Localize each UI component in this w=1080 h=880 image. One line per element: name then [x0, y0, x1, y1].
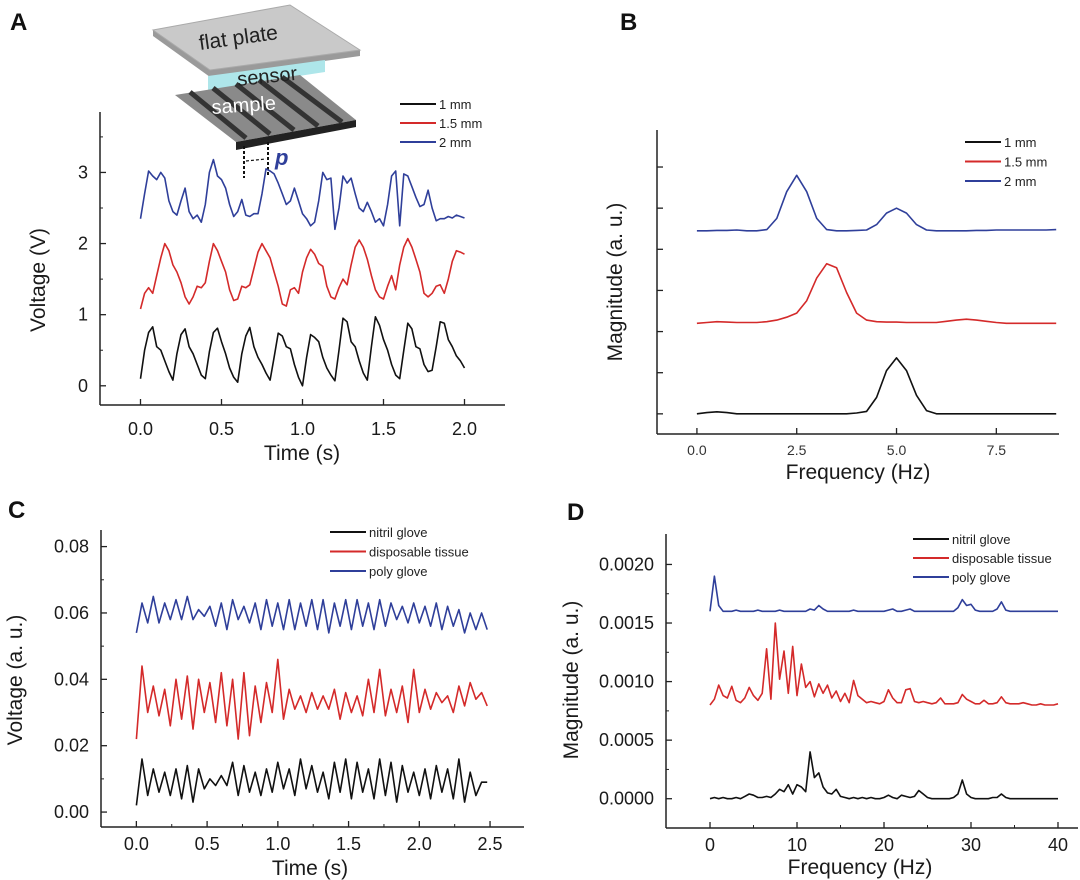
legend-label: 1.5 mm [1004, 155, 1047, 170]
x-tick-label: 20 [874, 835, 894, 855]
panel-letter: D [567, 499, 584, 526]
y-tick-label: 0.06 [54, 603, 89, 623]
series-line-poly-glove [709, 575, 1058, 613]
x-tick-label: 0.0 [124, 834, 149, 854]
legend-label: 2 mm [439, 135, 472, 150]
y-tick-label: 0.0005 [599, 730, 654, 750]
pitch-label: p [274, 145, 288, 170]
x-tick-label: 30 [961, 835, 981, 855]
x-axis-title: Time (s) [272, 857, 348, 880]
x-tick-label: 1.5 [336, 834, 361, 854]
y-axis-title: Magnitude (a. u.) [560, 601, 583, 760]
y-axis-title: Voltage (a. u.) [4, 615, 27, 746]
setup-illustration: flat plate sensor sample p [151, 4, 362, 178]
flat-plate-edge [153, 30, 360, 77]
legend-label: poly glove [369, 564, 428, 579]
y-tick-label: 2 [78, 234, 88, 254]
legend-label: 2 mm [1004, 174, 1037, 189]
y-tick-label: 0.08 [54, 537, 89, 557]
legend-label: disposable tissue [952, 551, 1052, 566]
x-tick-label: 2.5 [787, 442, 807, 458]
x-tick-label: 0 [705, 835, 715, 855]
panel-letter: C [8, 497, 25, 524]
y-tick-label: 0.00 [54, 802, 89, 822]
y-tick-label: 0.0015 [599, 613, 654, 633]
y-tick-label: 1 [78, 305, 88, 325]
y-axis-title: Voltage (V) [27, 228, 50, 332]
sample-ridges [188, 75, 344, 140]
y-axis-title: Magnitude (a. u.) [604, 203, 627, 362]
y-tick-label: 0.0010 [599, 672, 654, 692]
x-tick-label: 0.0 [128, 419, 153, 439]
y-tick-label: 0.0000 [599, 789, 654, 809]
series-line-2-mm [696, 174, 1057, 232]
x-tick-label: 0.5 [195, 834, 220, 854]
x-tick-label: 2.0 [452, 419, 477, 439]
series-line-disposable-tissue [709, 622, 1059, 706]
x-tick-label: 0.5 [209, 419, 234, 439]
x-tick-label: 2.5 [478, 834, 503, 854]
x-tick-label: 40 [1048, 835, 1068, 855]
y-tick-label: 0.04 [54, 669, 89, 689]
x-tick-label: 2.0 [407, 834, 432, 854]
legend-label: 1 mm [1004, 135, 1037, 150]
series-line-2-mm [139, 158, 465, 231]
x-tick-label: 1.0 [290, 419, 315, 439]
pitch-marker [243, 142, 269, 178]
x-axis-title: Time (s) [264, 442, 340, 465]
series-line-poly-glove [135, 595, 488, 634]
flat-plate [151, 4, 362, 71]
panel-a: A 0.0 0.5 1.0 1.5 2.0 0 1 2 3 Time (s) Voltage (V) 1… [10, 9, 505, 465]
panel-c: C 0.0 0.5 1.0 1.5 2.0 2.5 0.00 0.02 0.04 0.06 0.08 T… [4, 497, 524, 880]
sample-label: sample [211, 93, 277, 119]
legend-label: 1.5 mm [439, 116, 482, 131]
series-line-1-5-mm [696, 262, 1057, 325]
x-axis-title: Frequency (Hz) [786, 461, 931, 484]
series-line-disposable-tissue [135, 658, 488, 740]
sample-base [236, 120, 356, 150]
panel-letter: B [620, 9, 637, 36]
series-line-nitril-glove [709, 751, 1058, 800]
legend-label: nitril glove [952, 532, 1011, 547]
legend-label: 1 mm [439, 97, 472, 112]
panel-letter: A [10, 9, 27, 36]
y-tick-label: 0.0020 [599, 554, 654, 574]
series-line-nitril-glove [135, 758, 488, 806]
legend-label: nitril glove [369, 525, 428, 540]
legend-label: disposable tissue [369, 545, 469, 560]
series-line-1-mm [696, 357, 1057, 415]
series-line-1-5-mm [139, 237, 465, 310]
x-axis-title: Frequency (Hz) [788, 856, 933, 879]
y-tick-label: 0.02 [54, 736, 89, 756]
x-tick-label: 1.5 [371, 419, 396, 439]
x-tick-label: 1.0 [265, 834, 290, 854]
panel-d: D 0 10 20 30 40 0.0000 0.0005 0.0010 0.0015 0.0020… [560, 499, 1078, 879]
panel-b: B 0.0 2.5 5.0 7.5 Frequency (Hz) Magnitude (a.… [604, 9, 1059, 484]
x-tick-label: 7.5 [987, 442, 1007, 458]
x-tick-label: 5.0 [887, 442, 907, 458]
y-tick-label: 0 [78, 376, 88, 396]
series-line-1-mm [139, 315, 466, 387]
y-tick-label: 3 [78, 162, 88, 182]
x-tick-label: 0.0 [687, 442, 707, 458]
legend-label: poly glove [952, 570, 1011, 585]
x-tick-label: 10 [787, 835, 807, 855]
